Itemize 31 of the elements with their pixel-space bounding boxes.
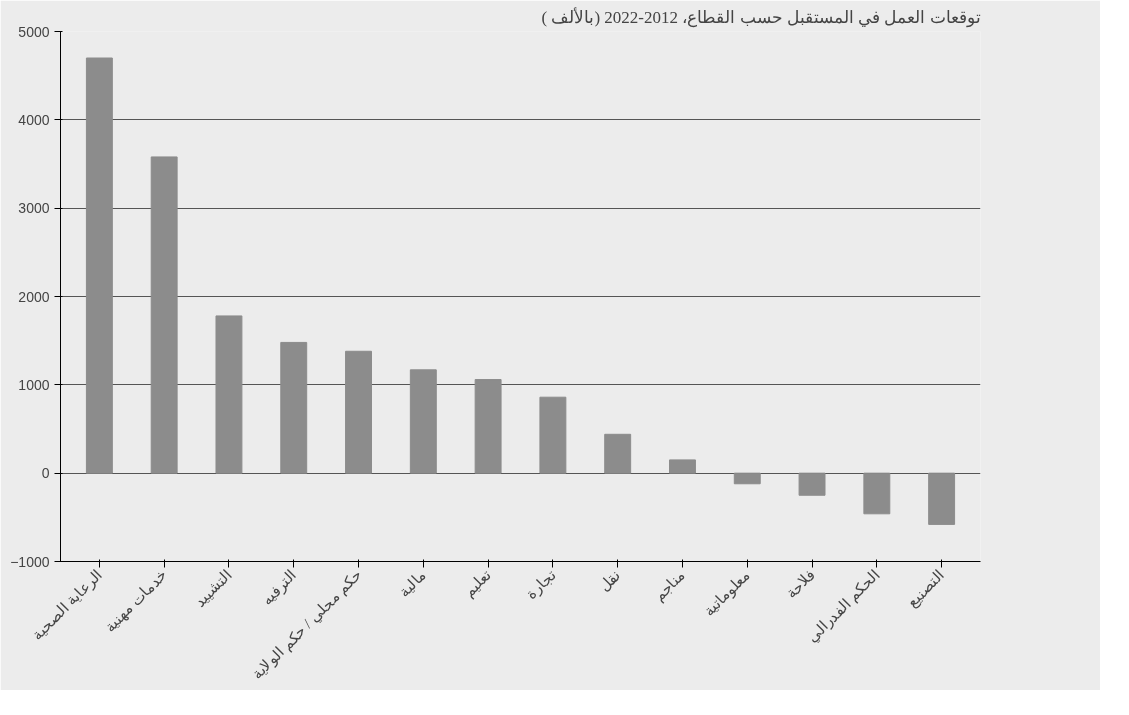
x-tick-label: الترفيه <box>258 566 301 609</box>
y-tick-label: 2000 <box>18 288 50 305</box>
bar <box>280 341 308 474</box>
x-tick-label: التشييد <box>191 566 235 610</box>
x-tick-label: تجارة <box>523 566 560 603</box>
y-tick-label: 4000 <box>18 111 50 128</box>
x-tick-label: مناجم <box>650 566 689 606</box>
bar <box>669 459 696 474</box>
bar <box>604 433 632 474</box>
bar <box>733 472 761 485</box>
x-tick-label: فلاحة <box>783 566 818 602</box>
bar <box>863 472 891 515</box>
bar <box>539 396 567 474</box>
y-tick-label: 5000 <box>18 23 50 40</box>
bar <box>409 369 437 474</box>
bar <box>215 315 243 474</box>
bar <box>85 57 113 474</box>
x-tick-label: التصنيع <box>904 566 948 611</box>
bar <box>345 350 372 474</box>
x-tick-label: تعليم <box>460 566 495 601</box>
x-tick-label: معلوماتية <box>700 566 754 620</box>
y-tick-label: 0 <box>41 465 50 482</box>
y-tick-label: 3000 <box>18 200 50 217</box>
x-tick-label: مالية <box>395 566 429 601</box>
bar <box>928 472 956 525</box>
bar <box>798 472 826 496</box>
bar <box>150 156 178 474</box>
x-tick-label: نقل <box>595 566 624 595</box>
y-tick-label: 1000 <box>18 376 50 393</box>
bar <box>474 379 502 474</box>
chart-title: توقعات العمل في المستقبل حسب القطاع، 2012-2022 (بالألف ) <box>541 6 981 28</box>
